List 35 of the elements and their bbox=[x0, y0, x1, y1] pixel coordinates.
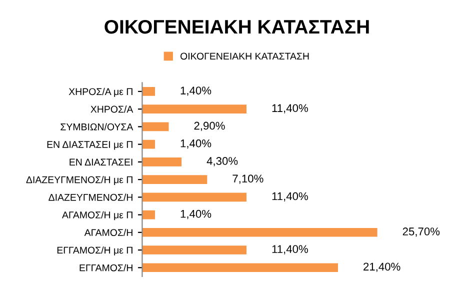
y-tick-label: ΧΗΡΟΣ/Α με Π bbox=[68, 88, 132, 97]
bar bbox=[142, 228, 378, 237]
y-tick-label: ΕΝ ΔΙΑΣΤΑΣΕΙ bbox=[70, 158, 132, 166]
data-label: 1,40% bbox=[180, 139, 212, 149]
chart-title: ΟΙΚΟΓΕΝΕΙΑΚΗ ΚΑΤΑΣΤΑΣΗ bbox=[104, 20, 369, 34]
y-tick-label: ΣΥΜΒΙΩΝ/ΟΥΣΑ bbox=[60, 123, 134, 130]
y-tick-label: ΕΝ ΔΙΑΣΤΑΣΕΙ με Π bbox=[47, 141, 132, 150]
bar bbox=[142, 104, 246, 114]
data-label: 21,40% bbox=[364, 262, 400, 272]
bar bbox=[142, 87, 156, 96]
bar bbox=[142, 158, 182, 166]
y-tick-label: ΕΓΓΑΜΟΣ/Η με Π bbox=[57, 246, 132, 256]
bar bbox=[142, 122, 169, 132]
bar bbox=[142, 192, 246, 202]
y-tick-label: ΑΓΑΜΟΣ/Η bbox=[84, 228, 132, 236]
data-label: 25,70% bbox=[402, 228, 440, 237]
bar bbox=[142, 140, 156, 149]
data-label: 11,40% bbox=[272, 192, 308, 202]
data-label: 11,40% bbox=[272, 245, 308, 254]
y-tick-label: ΔΙΑΖΕΥΓΜΕΝΟΣ/Η bbox=[48, 194, 132, 201]
y-tick-label: ΧΗΡΟΣ/Α bbox=[90, 106, 134, 113]
data-label: 7,10% bbox=[232, 174, 264, 184]
data-label: 11,40% bbox=[272, 104, 308, 114]
y-tick-label: ΕΓΓΑΜΟΣ/Η bbox=[80, 264, 132, 272]
bar bbox=[142, 263, 338, 272]
data-label: 1,40% bbox=[180, 86, 212, 96]
y-tick-label: ΔΙΑΖΕΥΓΜΕΝΟΣ/Η με Π bbox=[26, 176, 132, 185]
data-label: 4,30% bbox=[206, 157, 238, 166]
legend-label: ΟΙΚΟΓΕΝΕΙΑΚΗ ΚΑΤΑΣΤΑΣΗ bbox=[180, 52, 309, 60]
bar bbox=[142, 246, 246, 254]
data-label: 1,40% bbox=[180, 210, 212, 220]
data-label: 2,90% bbox=[194, 122, 225, 131]
bar bbox=[142, 210, 156, 220]
y-tick-label: ΑΓΑΜΟΣ/Η με Π bbox=[62, 211, 132, 220]
bar bbox=[142, 175, 208, 184]
